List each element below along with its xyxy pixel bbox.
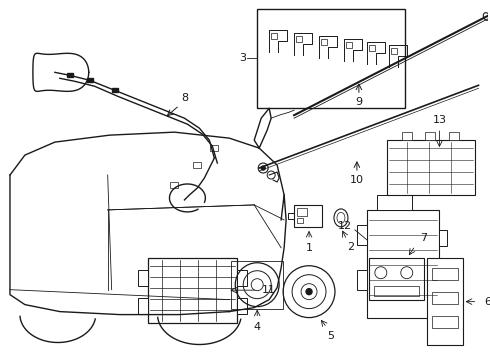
- Bar: [231, 261, 283, 309]
- Bar: [346, 42, 352, 48]
- Bar: [210, 145, 219, 151]
- Text: 7: 7: [419, 233, 427, 243]
- Bar: [87, 78, 93, 82]
- Text: 11: 11: [262, 285, 276, 295]
- Ellipse shape: [337, 212, 345, 223]
- Bar: [432, 268, 458, 280]
- Circle shape: [306, 289, 312, 294]
- Bar: [367, 210, 439, 318]
- Bar: [357, 225, 367, 245]
- Bar: [297, 218, 303, 223]
- Bar: [138, 270, 147, 286]
- Bar: [369, 45, 375, 51]
- Bar: [237, 270, 247, 286]
- Bar: [357, 270, 367, 290]
- Bar: [237, 298, 247, 314]
- Bar: [321, 40, 327, 45]
- Bar: [387, 140, 474, 195]
- Text: 2: 2: [347, 242, 354, 252]
- Bar: [257, 9, 405, 108]
- Bar: [147, 258, 237, 323]
- Text: 12: 12: [338, 221, 352, 231]
- Bar: [427, 258, 463, 346]
- Bar: [391, 48, 397, 54]
- Text: 8: 8: [181, 93, 188, 103]
- Bar: [112, 88, 118, 92]
- Bar: [297, 208, 307, 216]
- Bar: [432, 316, 458, 328]
- Bar: [271, 33, 277, 40]
- Text: 9: 9: [355, 97, 363, 107]
- Bar: [369, 258, 424, 300]
- Bar: [432, 292, 458, 303]
- Text: 5: 5: [327, 330, 335, 341]
- Bar: [138, 298, 147, 314]
- Circle shape: [261, 166, 265, 170]
- Bar: [402, 132, 412, 140]
- Bar: [294, 205, 322, 227]
- Text: 3: 3: [239, 53, 246, 63]
- Bar: [171, 182, 178, 188]
- Bar: [439, 230, 446, 246]
- Ellipse shape: [483, 13, 490, 20]
- Bar: [439, 270, 446, 286]
- Bar: [449, 132, 459, 140]
- Bar: [377, 195, 412, 210]
- Text: 13: 13: [433, 115, 446, 125]
- Bar: [194, 162, 201, 168]
- Bar: [296, 36, 302, 42]
- Ellipse shape: [334, 209, 348, 227]
- Bar: [67, 73, 73, 77]
- Text: 6: 6: [484, 297, 490, 307]
- Text: 1: 1: [306, 243, 313, 253]
- Bar: [425, 132, 435, 140]
- Bar: [374, 286, 419, 296]
- Text: 4: 4: [254, 321, 261, 332]
- Text: 10: 10: [350, 175, 364, 185]
